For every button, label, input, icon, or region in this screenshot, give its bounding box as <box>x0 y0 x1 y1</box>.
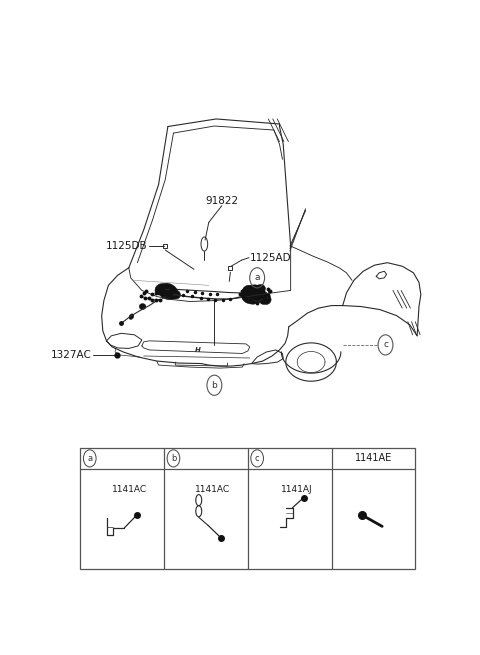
Text: 1141AJ: 1141AJ <box>281 485 312 494</box>
Text: 91822: 91822 <box>205 196 239 206</box>
Ellipse shape <box>242 286 253 295</box>
Text: H: H <box>195 347 201 353</box>
Ellipse shape <box>170 290 180 299</box>
Text: 1141AE: 1141AE <box>355 453 392 463</box>
Ellipse shape <box>257 291 271 305</box>
Text: b: b <box>212 381 217 390</box>
Text: a: a <box>87 454 92 463</box>
Text: 1141AC: 1141AC <box>195 485 230 494</box>
Text: 1141AC: 1141AC <box>112 485 147 494</box>
Ellipse shape <box>129 314 134 320</box>
Bar <box>81 448 415 569</box>
Text: a: a <box>254 273 260 282</box>
Ellipse shape <box>155 284 166 295</box>
Ellipse shape <box>139 303 146 310</box>
Text: 1327AC: 1327AC <box>51 350 92 360</box>
Text: c: c <box>255 454 260 463</box>
Text: c: c <box>383 341 388 349</box>
Ellipse shape <box>158 283 178 300</box>
Text: b: b <box>171 454 176 463</box>
Text: 1125DB: 1125DB <box>106 241 147 251</box>
Ellipse shape <box>241 285 265 304</box>
Text: 1125AD: 1125AD <box>250 253 291 263</box>
Ellipse shape <box>253 284 265 297</box>
